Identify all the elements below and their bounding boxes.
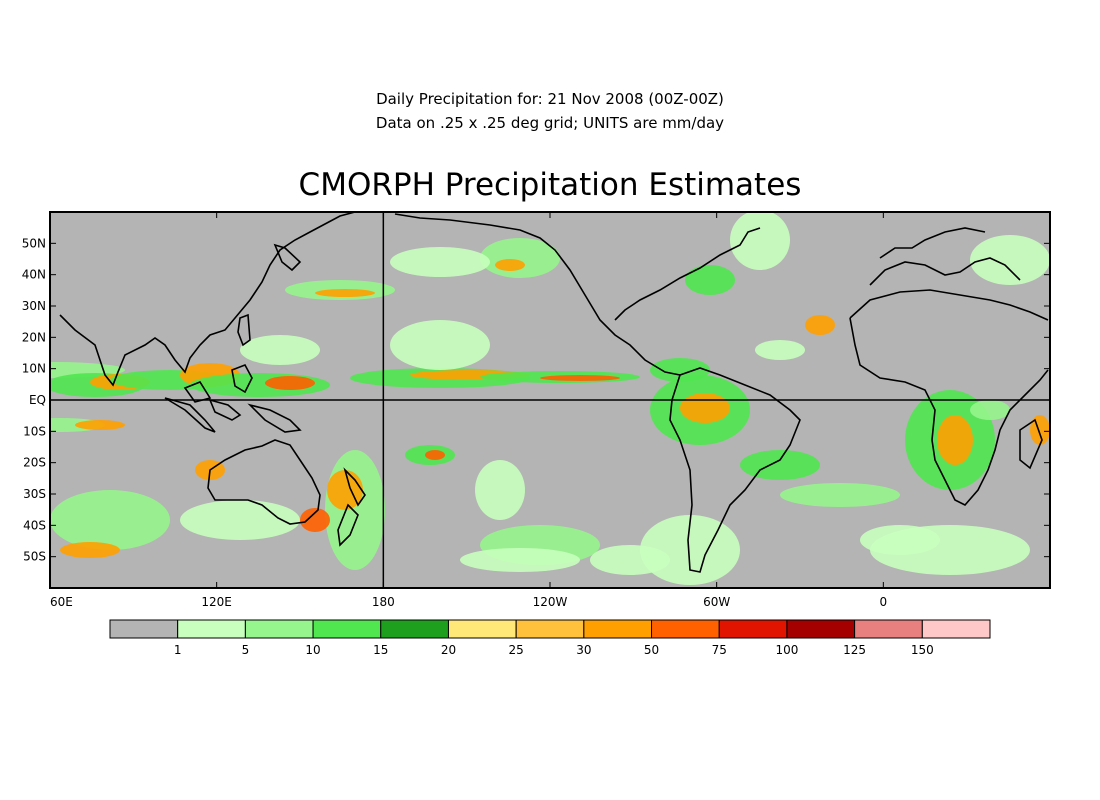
colorbar-swatch	[447, 619, 517, 639]
longitude-labels: 60E 120E 180 120W 60W 0	[49, 212, 888, 609]
lat-label: 50N	[22, 236, 46, 250]
colorbar-label: 100	[775, 643, 798, 657]
lon-label: 60W	[703, 595, 730, 609]
lat-label: 30S	[23, 487, 46, 501]
lat-label: 20S	[23, 456, 46, 470]
colorbar-swatch	[651, 619, 720, 639]
colorbar-swatch	[921, 619, 991, 639]
precipitation-field	[50, 212, 1050, 585]
lon-label: 120W	[533, 595, 568, 609]
lat-label: 40N	[22, 268, 46, 282]
colorbar-swatch	[312, 619, 382, 639]
colorbar-swatch	[583, 619, 653, 639]
colorbar-label: 5	[242, 643, 250, 657]
colorbar-label: 1	[174, 643, 182, 657]
lat-label: 40S	[23, 518, 46, 532]
colorbar-swatch	[515, 619, 585, 639]
colorbar-label: 75	[712, 643, 727, 657]
coastlines	[59, 212, 1049, 573]
colorbar-label: 15	[373, 643, 388, 657]
colorbar: 1 5 10 15 20 25 30 50 75 100 125 150	[109, 619, 991, 657]
colorbar-label: 125	[843, 643, 866, 657]
lon-label: 180	[372, 595, 395, 609]
colorbar-swatch	[718, 619, 788, 639]
colorbar-label: 150	[911, 643, 934, 657]
lat-label: EQ	[29, 393, 46, 407]
colorbar-swatch	[786, 619, 856, 639]
colorbar-label: 30	[576, 643, 591, 657]
reference-lines	[50, 212, 1050, 588]
colorbar-label: 50	[644, 643, 659, 657]
colorbar-label: 10	[305, 643, 320, 657]
lon-label: 0	[880, 595, 888, 609]
map-title: CMORPH Precipitation Estimates	[298, 167, 802, 203]
lon-label: 60E	[50, 595, 73, 609]
colorbar-swatch	[109, 619, 179, 639]
colorbar-swatch	[177, 619, 246, 639]
colorbar-swatch	[244, 619, 314, 639]
subtitle-date: Daily Precipitation for: 21 Nov 2008 (00…	[376, 90, 724, 108]
lat-label: 10S	[23, 424, 46, 438]
latitude-labels: 50N 40N 30N 20N 10N EQ 10S 20S 30S 40S 50S	[22, 236, 1050, 564]
colorbar-label: 20	[441, 643, 456, 657]
lon-label: 120E	[201, 595, 232, 609]
colorbar-swatch	[380, 619, 449, 639]
colorbar-swatch	[854, 619, 923, 639]
colorbar-label: 25	[509, 643, 524, 657]
lat-label: 50S	[23, 550, 46, 564]
lat-label: 10N	[22, 362, 46, 376]
subtitle-units: Data on .25 x .25 deg grid; UNITS are mm…	[375, 114, 725, 132]
lat-label: 20N	[22, 330, 46, 344]
lat-label: 30N	[22, 299, 46, 313]
